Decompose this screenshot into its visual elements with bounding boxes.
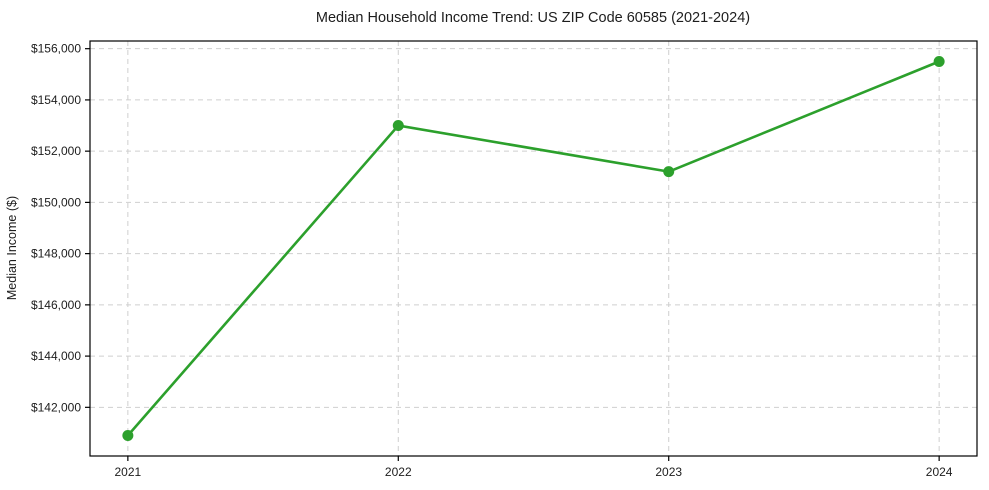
chart-title: Median Household Income Trend: US ZIP Co… bbox=[316, 10, 750, 26]
data-point bbox=[122, 430, 134, 442]
y-tick-label: $142,000 bbox=[31, 400, 81, 414]
y-tick-label: $150,000 bbox=[31, 195, 81, 209]
y-tick-label: $156,000 bbox=[31, 42, 81, 56]
x-tick-label: 2022 bbox=[385, 465, 412, 479]
plot-border bbox=[89, 40, 978, 457]
y-tick-label: $144,000 bbox=[31, 349, 81, 363]
x-tick-label: 2024 bbox=[926, 465, 953, 479]
plot-area: $142,000 $144,000 $146,000 $148,000 $150,000… bbox=[31, 40, 978, 479]
data-point bbox=[933, 55, 945, 67]
y-tick-label: $146,000 bbox=[31, 298, 81, 312]
data-point bbox=[392, 120, 404, 132]
x-tick-label: 2021 bbox=[115, 465, 142, 479]
x-tick-label: 2023 bbox=[655, 465, 682, 479]
trend-line bbox=[126, 60, 941, 437]
y-tick-label: $148,000 bbox=[31, 247, 81, 261]
y-tick-label: $154,000 bbox=[31, 93, 81, 107]
y-axis-label: Median Income ($) bbox=[5, 196, 19, 300]
data-point bbox=[663, 166, 675, 178]
y-tick-label: $152,000 bbox=[31, 144, 81, 158]
